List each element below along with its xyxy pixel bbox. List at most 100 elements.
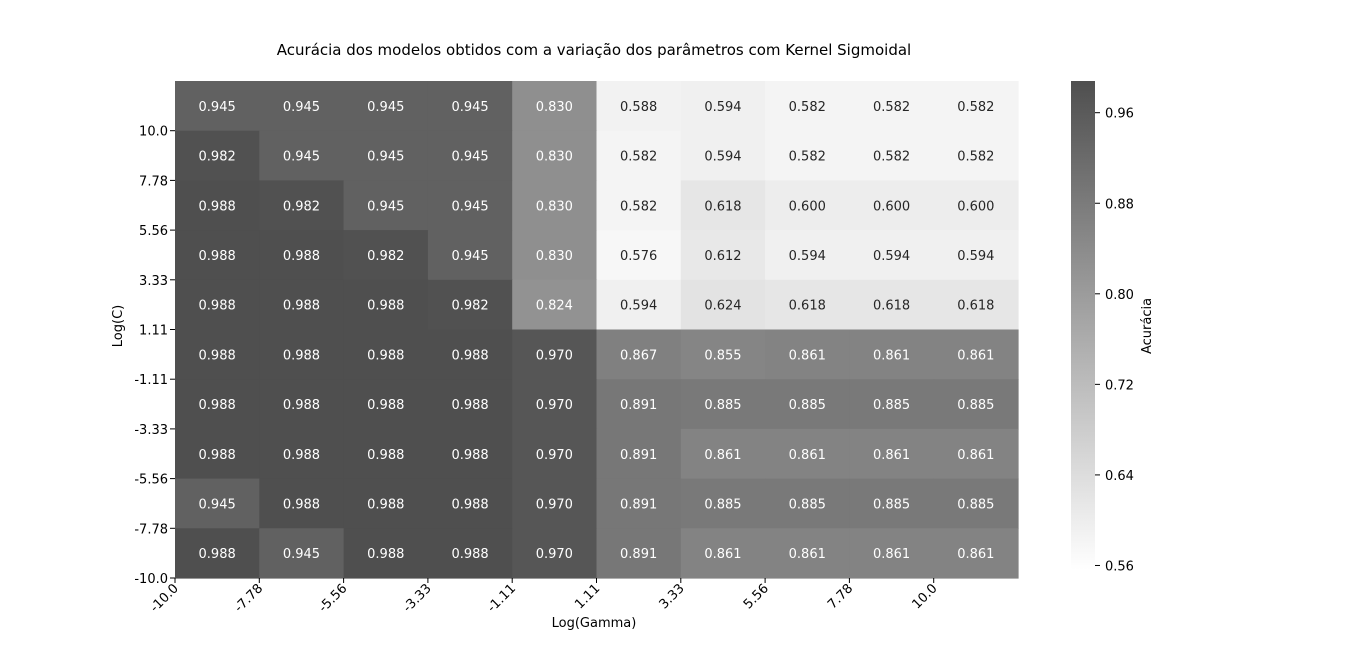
heatmap-cell xyxy=(175,478,260,529)
x-axis: -10.0 -7.78 -5.56 -3.33 -1.11 1.11 3.33 5.56 7.7… xyxy=(147,578,941,616)
cell-value-label: 0.830 xyxy=(536,150,573,165)
heatmap-cell xyxy=(933,379,1019,430)
y-tick-label: 3.33 xyxy=(139,274,168,289)
heatmap-cell xyxy=(596,428,682,480)
cell-value-label: 0.867 xyxy=(620,348,657,363)
cell-value-label: 0.885 xyxy=(873,497,910,512)
cell-value-label: 0.582 xyxy=(957,150,994,165)
heatmap-cell xyxy=(427,528,513,579)
cell-value-label: 0.945 xyxy=(367,150,404,165)
heatmap-cell xyxy=(343,130,429,181)
heatmap-cell xyxy=(512,230,598,281)
cell-value-label: 0.612 xyxy=(704,249,741,264)
x-tick-label: -5.56 xyxy=(316,581,350,615)
cell-value-label: 0.988 xyxy=(199,299,236,314)
cell-value-label: 0.970 xyxy=(536,497,573,512)
y-tick-label: -5.56 xyxy=(134,473,168,488)
heatmap-cell xyxy=(259,130,345,181)
cell-value-label: 0.988 xyxy=(283,448,320,463)
cell-value-label: 0.861 xyxy=(873,547,910,562)
cell-value-label: 0.945 xyxy=(283,100,320,115)
cell-value-label: 0.594 xyxy=(620,299,657,314)
heatmap-cell xyxy=(680,329,766,380)
cell-value-label: 0.618 xyxy=(789,299,826,314)
cell-value-label: 0.885 xyxy=(789,497,826,512)
heatmap-cell xyxy=(427,81,513,132)
colorbar: 0.96 0.88 0.80 0.72 0.64 0.56 xyxy=(1071,81,1134,574)
x-axis-label: Log(Gamma) xyxy=(552,616,637,631)
heatmap-cell xyxy=(512,81,598,132)
cell-value-label: 0.594 xyxy=(704,150,741,165)
heatmap-cell xyxy=(596,329,682,380)
cell-value-label: 0.594 xyxy=(704,100,741,115)
y-axis-label: Log(C) xyxy=(111,305,126,347)
heatmap-cell xyxy=(512,279,598,331)
heatmap-cell xyxy=(849,279,935,331)
heatmap-cell xyxy=(175,130,260,181)
cell-value-label: 0.885 xyxy=(873,398,910,413)
heatmap-cell xyxy=(933,130,1019,181)
x-tick-label: 3.33 xyxy=(657,581,688,612)
cell-value-label: 0.861 xyxy=(873,448,910,463)
heatmap-cell xyxy=(175,279,260,331)
cell-value-label: 0.988 xyxy=(283,299,320,314)
heatmap-cell xyxy=(933,329,1019,380)
cell-value-label: 0.970 xyxy=(536,547,573,562)
heatmap-cell xyxy=(933,428,1019,480)
cell-value-label: 0.970 xyxy=(536,348,573,363)
cell-value-label: 0.945 xyxy=(367,199,404,214)
heatmap-cell xyxy=(427,379,513,430)
cell-value-label: 0.988 xyxy=(283,398,320,413)
cell-value-label: 0.891 xyxy=(620,547,657,562)
heatmap-cells xyxy=(175,81,1019,579)
heatmap-cell xyxy=(765,230,850,281)
heatmap-cell xyxy=(512,428,598,480)
cell-value-label: 0.830 xyxy=(536,249,573,264)
heatmap-cell xyxy=(680,180,766,231)
heatmap-cell xyxy=(343,428,429,480)
heatmap-cell xyxy=(512,528,598,579)
heatmap-cell xyxy=(596,279,682,331)
heatmap-cell xyxy=(343,379,429,430)
heatmap-cell xyxy=(933,81,1019,132)
cell-value-label: 0.594 xyxy=(957,249,994,264)
cell-value-label: 0.945 xyxy=(283,547,320,562)
y-axis: 10.0 7.78 5.56 3.33 1.11 -1.11 -3.33 -5.56 -7.78… xyxy=(134,125,175,587)
cell-value-label: 0.582 xyxy=(873,150,910,165)
heatmap-cell xyxy=(427,329,513,380)
heatmap-cell xyxy=(259,528,345,579)
cell-value-label: 0.945 xyxy=(283,150,320,165)
heatmap-cell xyxy=(849,329,935,380)
heatmap-cell xyxy=(680,130,766,181)
heatmap-cell xyxy=(427,478,513,529)
cell-value-label: 0.988 xyxy=(199,249,236,264)
cell-value-label: 0.945 xyxy=(451,100,488,115)
cell-value-label: 0.600 xyxy=(789,199,826,214)
cell-value-label: 0.861 xyxy=(789,448,826,463)
cell-value-label: 0.982 xyxy=(199,150,236,165)
cell-value-label: 0.891 xyxy=(620,497,657,512)
cell-value-label: 0.576 xyxy=(620,249,657,264)
cell-value-label: 0.988 xyxy=(199,448,236,463)
cell-value-label: 0.582 xyxy=(620,150,657,165)
heatmap-cell xyxy=(259,180,345,231)
cell-value-label: 0.582 xyxy=(957,100,994,115)
heatmap-cell xyxy=(849,478,935,529)
cell-value-label: 0.582 xyxy=(789,100,826,115)
heatmap-cell xyxy=(933,279,1019,331)
cell-value-label: 0.830 xyxy=(536,100,573,115)
heatmap-cell xyxy=(427,428,513,480)
cell-value-label: 0.885 xyxy=(957,497,994,512)
heatmap-cell xyxy=(765,329,850,380)
x-tick-label: 7.78 xyxy=(825,581,856,612)
colorbar-tick-label: 0.96 xyxy=(1105,107,1134,122)
cell-value-label: 0.582 xyxy=(873,100,910,115)
heatmap-cell xyxy=(343,478,429,529)
heatmap-cell xyxy=(596,528,682,579)
cell-value-label: 0.945 xyxy=(199,100,236,115)
cell-value-label: 0.988 xyxy=(451,448,488,463)
cell-value-label: 0.885 xyxy=(789,398,826,413)
heatmap-cell xyxy=(765,528,850,579)
heatmap-cell xyxy=(512,379,598,430)
cell-annotations: 0.945 0.945 0.945 0.945 0.830 0.588 0.594 0.582… xyxy=(199,100,995,562)
